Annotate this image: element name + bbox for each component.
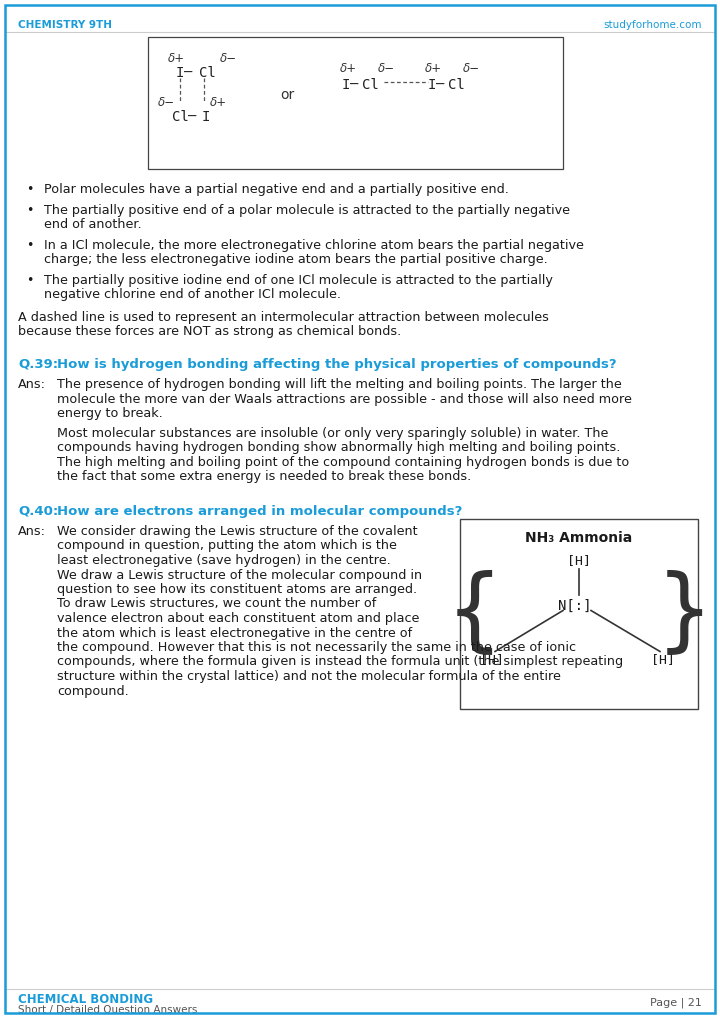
Text: We consider drawing the Lewis structure of the covalent: We consider drawing the Lewis structure … <box>57 525 418 538</box>
Text: δ+: δ+ <box>340 62 357 75</box>
Text: question to see how its constituent atoms are arranged.: question to see how its constituent atom… <box>57 583 417 596</box>
Text: We draw a Lewis structure of the molecular compound in: We draw a Lewis structure of the molecul… <box>57 568 422 581</box>
Text: δ+: δ+ <box>210 96 227 109</box>
Text: compounds, where the formula given is instead the formula unit (the simplest rep: compounds, where the formula given is in… <box>57 656 623 669</box>
Text: CHEMISTRY 9TH: CHEMISTRY 9TH <box>18 20 112 30</box>
Text: energy to break.: energy to break. <box>57 407 163 420</box>
Text: the compound. However that this is not necessarily the same in the case of ionic: the compound. However that this is not n… <box>57 641 576 654</box>
Text: [H]: [H] <box>567 555 591 567</box>
Text: The presence of hydrogen bonding will lift the melting and boiling points. The l: The presence of hydrogen bonding will li… <box>57 378 622 391</box>
Text: compounds having hydrogen bonding show abnormally high melting and boiling point: compounds having hydrogen bonding show a… <box>57 441 621 454</box>
Text: —: — <box>188 110 197 124</box>
Text: I: I <box>342 78 351 92</box>
Text: δ−: δ− <box>158 96 175 109</box>
Text: [H]: [H] <box>480 654 504 667</box>
Bar <box>148 37 563 169</box>
Text: compound.: compound. <box>57 684 129 697</box>
Text: I: I <box>202 110 210 124</box>
Text: because these forces are NOT as strong as chemical bonds.: because these forces are NOT as strong a… <box>18 325 401 338</box>
Text: I: I <box>428 78 436 92</box>
Text: Page | 21: Page | 21 <box>650 997 702 1008</box>
Text: Ans:: Ans: <box>18 378 46 391</box>
Text: δ−: δ− <box>378 62 395 75</box>
Text: δ−: δ− <box>220 52 237 65</box>
Text: Cl: Cl <box>448 78 464 92</box>
Bar <box>460 518 698 709</box>
Text: In a ICl molecule, the more electronegative chlorine atom bears the partial nega: In a ICl molecule, the more electronegat… <box>44 238 584 251</box>
Text: negative chlorine end of another ICl molecule.: negative chlorine end of another ICl mol… <box>44 288 341 301</box>
Text: —: — <box>436 78 444 92</box>
Text: •: • <box>26 204 33 217</box>
Text: Q.40:: Q.40: <box>18 505 58 517</box>
Text: δ+: δ+ <box>425 62 442 75</box>
Text: Cl: Cl <box>362 78 379 92</box>
Text: end of another.: end of another. <box>44 218 142 231</box>
Text: The partially positive iodine end of one ICl molecule is attracted to the partia: The partially positive iodine end of one… <box>44 274 553 286</box>
Text: I: I <box>176 66 184 80</box>
Text: CHEMICAL BONDING: CHEMICAL BONDING <box>18 993 153 1006</box>
Text: the fact that some extra energy is needed to break these bonds.: the fact that some extra energy is neede… <box>57 470 472 483</box>
Text: —: — <box>350 78 359 92</box>
Text: or: or <box>280 88 294 102</box>
Text: To draw Lewis structures, we count the number of: To draw Lewis structures, we count the n… <box>57 598 377 611</box>
Text: valence electron about each constituent atom and place: valence electron about each constituent … <box>57 612 419 625</box>
Text: The high melting and boiling point of the compound containing hydrogen bonds is : The high melting and boiling point of th… <box>57 455 629 468</box>
Text: the atom which is least electronegative in the centre of: the atom which is least electronegative … <box>57 626 412 639</box>
Text: How is hydrogen bonding affecting the physical properties of compounds?: How is hydrogen bonding affecting the ph… <box>57 357 616 371</box>
Text: structure within the crystal lattice) and not the molecular formula of the entir: structure within the crystal lattice) an… <box>57 670 561 683</box>
Text: δ−: δ− <box>463 62 480 75</box>
Text: •: • <box>26 183 33 196</box>
Text: Polar molecules have a partial negative end and a partially positive end.: Polar molecules have a partial negative … <box>44 183 509 196</box>
Text: studyforhome.com: studyforhome.com <box>603 20 702 30</box>
Text: Ans:: Ans: <box>18 525 46 538</box>
Text: How are electrons arranged in molecular compounds?: How are electrons arranged in molecular … <box>57 505 462 517</box>
Text: δ+: δ+ <box>168 52 185 65</box>
Text: [H]: [H] <box>651 654 675 667</box>
Text: N[:]: N[:] <box>558 599 592 613</box>
Text: least electronegative (save hydrogen) in the centre.: least electronegative (save hydrogen) in… <box>57 554 391 567</box>
Text: •: • <box>26 274 33 286</box>
Text: NH₃ Ammonia: NH₃ Ammonia <box>526 530 633 545</box>
Text: charge; the less electronegative iodine atom bears the partial positive charge.: charge; the less electronegative iodine … <box>44 253 548 266</box>
Text: molecule the more van der Waals attractions are possible - and those will also n: molecule the more van der Waals attracti… <box>57 393 632 405</box>
Text: Cl: Cl <box>199 66 216 80</box>
Text: Q.39:: Q.39: <box>18 357 58 371</box>
Text: Cl: Cl <box>172 110 189 124</box>
Text: Most molecular substances are insoluble (or only very sparingly soluble) in wate: Most molecular substances are insoluble … <box>57 427 608 440</box>
Text: The partially positive end of a polar molecule is attracted to the partially neg: The partially positive end of a polar mo… <box>44 204 570 217</box>
Text: compound in question, putting the atom which is the: compound in question, putting the atom w… <box>57 540 397 553</box>
Text: Short / Detailed Question Answers: Short / Detailed Question Answers <box>18 1005 197 1015</box>
Text: A dashed line is used to represent an intermolecular attraction between molecule: A dashed line is used to represent an in… <box>18 310 549 324</box>
Text: —: — <box>184 66 192 80</box>
Text: •: • <box>26 238 33 251</box>
Text: }: } <box>655 569 713 658</box>
Text: {: { <box>445 569 503 658</box>
